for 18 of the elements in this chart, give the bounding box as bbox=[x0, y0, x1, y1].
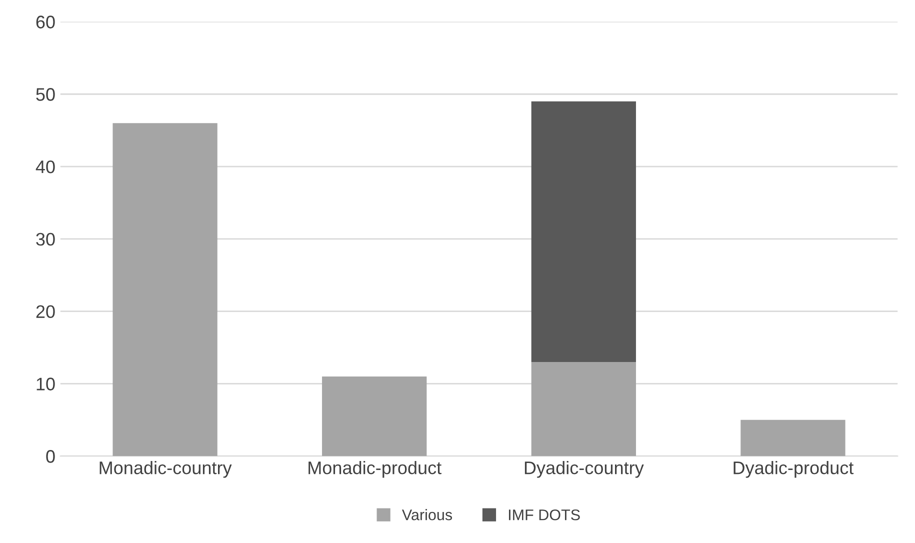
legend-label: IMF DOTS bbox=[508, 509, 580, 520]
bar bbox=[740, 420, 846, 456]
x-tick-label: Monadic-product bbox=[308, 460, 442, 478]
y-tick-label: 10 bbox=[36, 378, 55, 390]
bar bbox=[322, 376, 427, 456]
bar bbox=[531, 362, 636, 456]
y-tick-label: 20 bbox=[36, 305, 55, 318]
x-tick-label: Dyadic-country bbox=[524, 460, 644, 478]
x-tick-label: Monadic-country bbox=[100, 460, 232, 478]
y-tick-label: 60 bbox=[36, 16, 55, 28]
y-tick-label: 30 bbox=[36, 232, 55, 246]
bar bbox=[112, 123, 218, 456]
y-tick-label: 50 bbox=[36, 88, 55, 101]
x-tick-label: Dyadic-product bbox=[734, 460, 854, 478]
bar bbox=[531, 101, 636, 362]
y-tick-label: 40 bbox=[36, 160, 55, 174]
y-tick-label: 0 bbox=[46, 450, 55, 463]
legend-label: Various bbox=[402, 509, 452, 520]
